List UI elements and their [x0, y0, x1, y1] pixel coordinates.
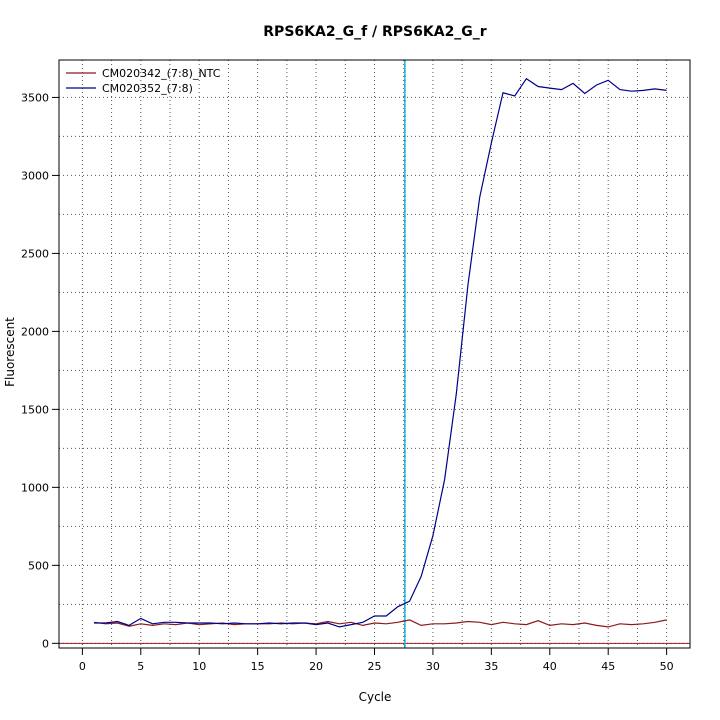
x-tick-label: 30: [426, 660, 440, 673]
x-tick-label: 40: [543, 660, 557, 673]
x-axis-label: Cycle: [359, 690, 392, 704]
x-tick-label: 10: [192, 660, 206, 673]
series-line-2: [94, 77, 667, 628]
data-series: [94, 77, 667, 628]
y-tick-label: 2000: [21, 325, 49, 338]
x-tick-label: 35: [484, 660, 498, 673]
x-tick-label: 25: [368, 660, 382, 673]
y-tick-label: 2500: [21, 247, 49, 260]
y-tick-label: 1000: [21, 481, 49, 494]
y-axis: 0 500 1000 1500 2000 2500 3000 3500: [21, 91, 60, 650]
y-tick-label: 0: [42, 637, 49, 650]
x-tick-label: 20: [309, 660, 323, 673]
x-tick-label: 0: [79, 660, 86, 673]
x-tick-label: 50: [660, 660, 674, 673]
y-tick-label: 500: [28, 559, 49, 572]
x-tick-label: 45: [601, 660, 615, 673]
x-tick-label: 5: [137, 660, 144, 673]
x-tick-label: 15: [251, 660, 265, 673]
y-tick-label: 3500: [21, 91, 49, 104]
chart-title: RPS6KA2_G_f / RPS6KA2_G_r: [263, 24, 487, 40]
y-axis-label: Fluorescent: [3, 317, 17, 387]
legend-label: CM020342_(7:8)_NTC: [102, 67, 221, 80]
legend: CM020342_(7:8)_NTC CM020352_(7:8): [66, 67, 221, 95]
reference-lines: [59, 60, 690, 648]
legend-label: CM020352_(7:8): [102, 82, 193, 95]
x-axis: 0 5 10 15 20 25 30 35 40 45 50: [79, 647, 674, 673]
y-tick-label: 1500: [21, 403, 49, 416]
y-tick-label: 3000: [21, 169, 49, 182]
